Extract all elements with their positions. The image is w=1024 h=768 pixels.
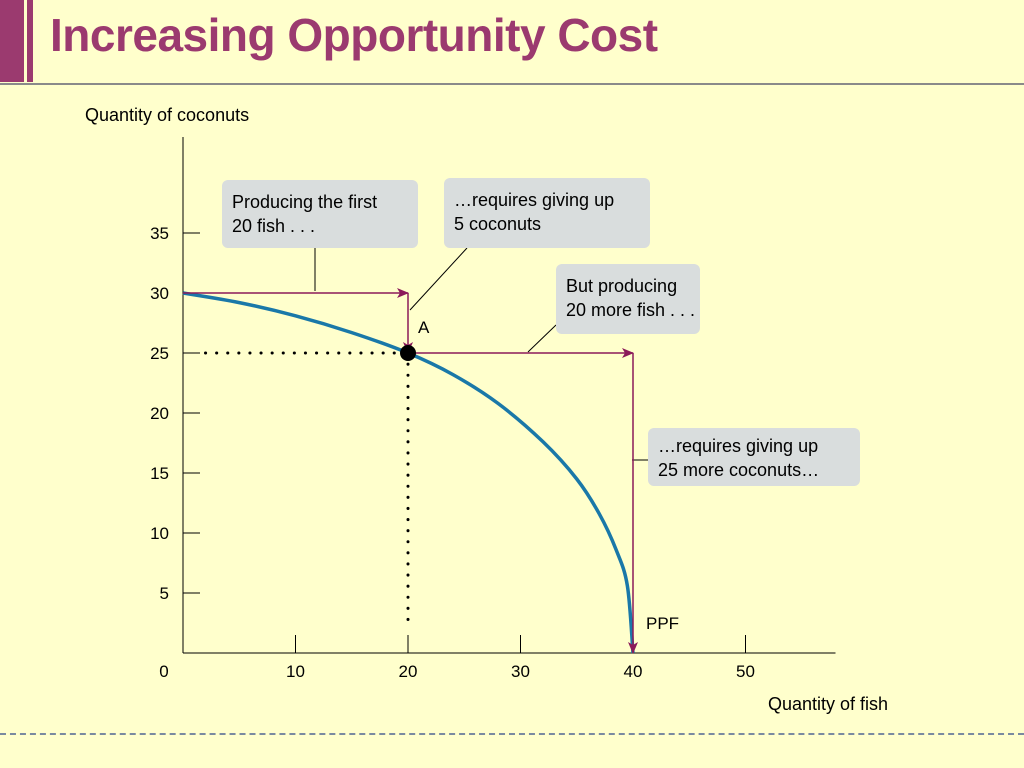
y-axis-label: Quantity of coconuts <box>85 105 250 125</box>
callout-leader-2 <box>527 324 557 353</box>
ppf-curve <box>182 291 635 654</box>
slide-title: Increasing Opportunity Cost <box>50 9 658 61</box>
accent-bar-outer <box>0 0 24 82</box>
x-tick-label-40: 40 <box>624 662 643 681</box>
y-tick-label-15: 15 <box>150 464 169 483</box>
ppf-curve-label: PPF <box>646 614 680 633</box>
x-tick-label-50: 50 <box>736 662 755 681</box>
callout-first-fish-line-1: Producing the first <box>232 192 378 212</box>
y-tick-label-25: 25 <box>150 344 169 363</box>
callout-more-fish-line-2: 20 more fish . . . <box>566 300 696 320</box>
callout-give-up-25-line-1: …requires giving up <box>658 436 819 456</box>
y-tick-label-35: 35 <box>150 224 169 243</box>
callout-leader-1 <box>409 247 468 311</box>
callout-give-up-5: …requires giving up 5 coconuts <box>444 178 650 248</box>
y-tick-label-20: 20 <box>150 404 169 423</box>
x-tick-label-10: 10 <box>286 662 305 681</box>
callout-give-up-25: …requires giving up 25 more coconuts… <box>648 428 860 486</box>
y-tick-label-30: 30 <box>150 284 169 303</box>
y-tick-label-10: 10 <box>150 524 169 543</box>
footer-dashed-rule <box>0 733 1024 735</box>
callout-more-fish-line-1: But producing <box>566 276 678 296</box>
callout-first-fish: Producing the first 20 fish . . . <box>222 180 418 248</box>
callout-give-up-5-line-2: 5 coconuts <box>454 214 542 234</box>
origin-label: 0 <box>159 662 168 681</box>
accent-bar-inner <box>27 0 33 82</box>
y-tick-label-5: 5 <box>160 584 169 603</box>
callout-give-up-5-line-1: …requires giving up <box>454 190 615 210</box>
callout-more-fish: But producing 20 more fish . . . <box>556 264 700 334</box>
point-a-label: A <box>418 318 430 337</box>
callout-give-up-25-line-2: 25 more coconuts… <box>658 460 820 480</box>
title-divider <box>0 83 1024 85</box>
point-a <box>400 345 416 361</box>
x-tick-label-20: 20 <box>399 662 418 681</box>
x-axis-label: Quantity of fish <box>768 694 889 714</box>
x-tick-label-30: 30 <box>511 662 530 681</box>
callout-first-fish-line-2: 20 fish . . . <box>232 216 316 236</box>
